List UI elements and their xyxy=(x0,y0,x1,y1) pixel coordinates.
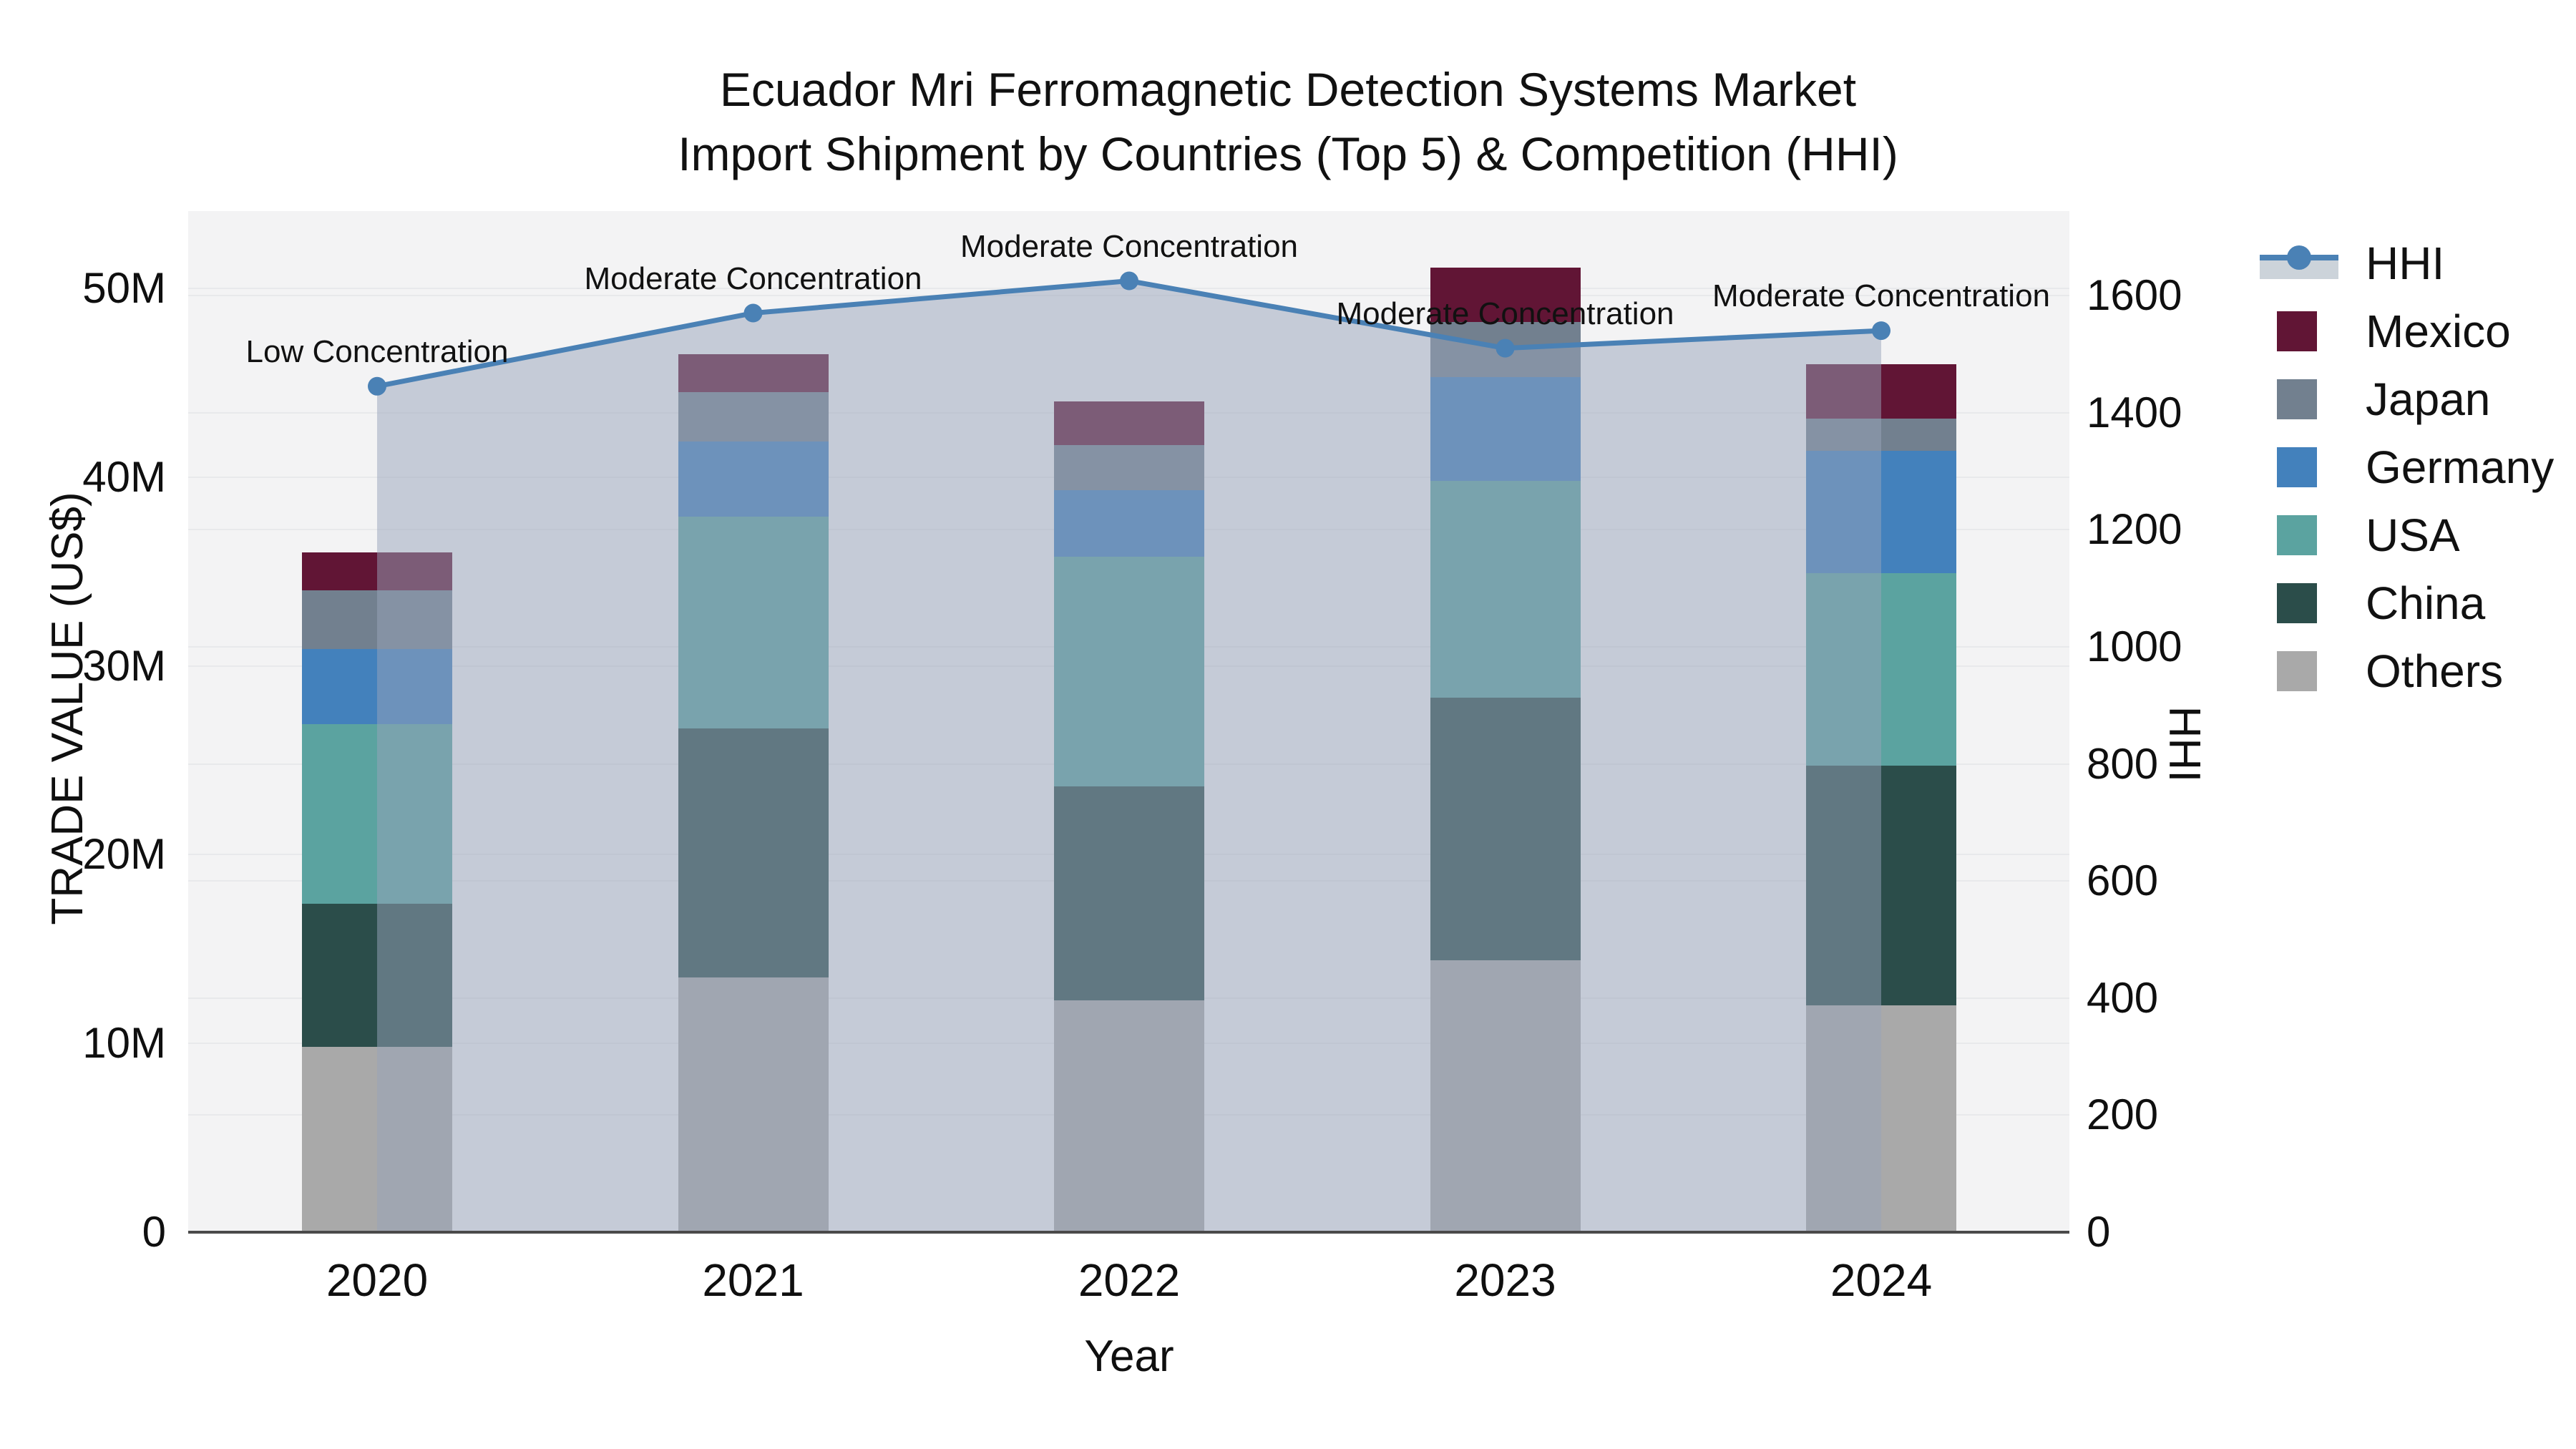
legend-item-china[interactable]: China xyxy=(2255,569,2554,637)
hhi-overlay xyxy=(368,271,1890,1232)
hhi-marker-2020[interactable] xyxy=(368,376,386,396)
y-left-tick-40M: 40M xyxy=(82,452,166,501)
annotation-2024: Moderate Concentration xyxy=(1712,278,2051,314)
legend-line-swatch-icon xyxy=(2255,245,2350,279)
legend-box-swatch-icon xyxy=(2255,650,2350,691)
legend-box-swatch-icon xyxy=(2255,514,2350,555)
y-axis-title-right: HHI xyxy=(2160,706,2209,783)
legend-box-swatch-icon xyxy=(2255,379,2350,419)
y-left-tick-0: 0 xyxy=(142,1208,166,1256)
y-right-tick-600: 600 xyxy=(2087,857,2159,905)
y-right-tick-1400: 1400 xyxy=(2087,388,2182,436)
legend-label: Mexico xyxy=(2366,305,2511,357)
legend-item-germany[interactable]: Germany xyxy=(2255,433,2554,501)
legend-label: HHI xyxy=(2366,237,2445,289)
chart-title: Ecuador Mri Ferromagnetic Detection Syst… xyxy=(0,57,2576,186)
hhi-marker-2022[interactable] xyxy=(1120,271,1138,291)
legend-label: Japan xyxy=(2366,373,2491,425)
legend-item-japan[interactable]: Japan xyxy=(2255,365,2554,433)
x-tick-2021: 2021 xyxy=(702,1254,804,1306)
y-left-tick-10M: 10M xyxy=(82,1019,166,1068)
legend-box-swatch-icon xyxy=(2255,311,2350,351)
y-right-tick-400: 400 xyxy=(2087,973,2159,1022)
chart-title-line2: Import Shipment by Countries (Top 5) & C… xyxy=(678,127,1898,180)
y-left-tick-30M: 30M xyxy=(82,641,166,690)
hhi-marker-2021[interactable] xyxy=(743,303,763,323)
y-right-tick-1200: 1200 xyxy=(2087,505,2182,554)
legend-label: Others xyxy=(2366,645,2504,697)
x-tick-2024: 2024 xyxy=(1830,1254,1933,1306)
annotation-2021: Moderate Concentration xyxy=(584,260,922,296)
hhi-area-fill xyxy=(377,280,1881,1232)
plot-area xyxy=(188,211,2069,1232)
hhi-marker-2023[interactable] xyxy=(1496,338,1515,358)
x-tick-2020: 2020 xyxy=(326,1254,429,1306)
y-left-tick-20M: 20M xyxy=(82,830,166,879)
annotation-2023: Moderate Concentration xyxy=(1336,296,1674,331)
x-tick-2022: 2022 xyxy=(1078,1254,1181,1306)
legend-box-swatch-icon xyxy=(2255,582,2350,623)
legend-label: USA xyxy=(2366,509,2460,561)
chart-title-line1: Ecuador Mri Ferromagnetic Detection Syst… xyxy=(719,63,1857,116)
y-right-tick-800: 800 xyxy=(2087,739,2159,788)
legend-item-mexico[interactable]: Mexico xyxy=(2255,297,2554,365)
legend-item-hhi[interactable]: HHI xyxy=(2255,229,2554,297)
bar-segment-2023-mexico[interactable] xyxy=(1430,267,1581,323)
x-tick-2023: 2023 xyxy=(1454,1254,1556,1306)
x-axis-title: Year xyxy=(1084,1332,1174,1381)
legend-item-others[interactable]: Others xyxy=(2255,637,2554,705)
y-right-tick-1600: 1600 xyxy=(2087,271,2182,319)
annotation-2022: Moderate Concentration xyxy=(960,228,1299,264)
y-right-tick-0: 0 xyxy=(2087,1208,2111,1256)
legend-label: Germany xyxy=(2366,441,2555,493)
y-right-tick-1000: 1000 xyxy=(2087,622,2182,670)
x-axis-line xyxy=(188,1231,2069,1234)
legend-box-swatch-icon xyxy=(2255,447,2350,487)
annotation-2020: Low Concentration xyxy=(245,333,509,369)
y-right-tick-200: 200 xyxy=(2087,1091,2159,1139)
legend-label: China xyxy=(2366,577,2486,629)
hhi-marker-2024[interactable] xyxy=(1872,321,1890,341)
legend: HHI Mexico Japan Germany USA China Others xyxy=(2255,229,2554,705)
y-left-tick-50M: 50M xyxy=(82,264,166,312)
legend-item-usa[interactable]: USA xyxy=(2255,501,2554,569)
